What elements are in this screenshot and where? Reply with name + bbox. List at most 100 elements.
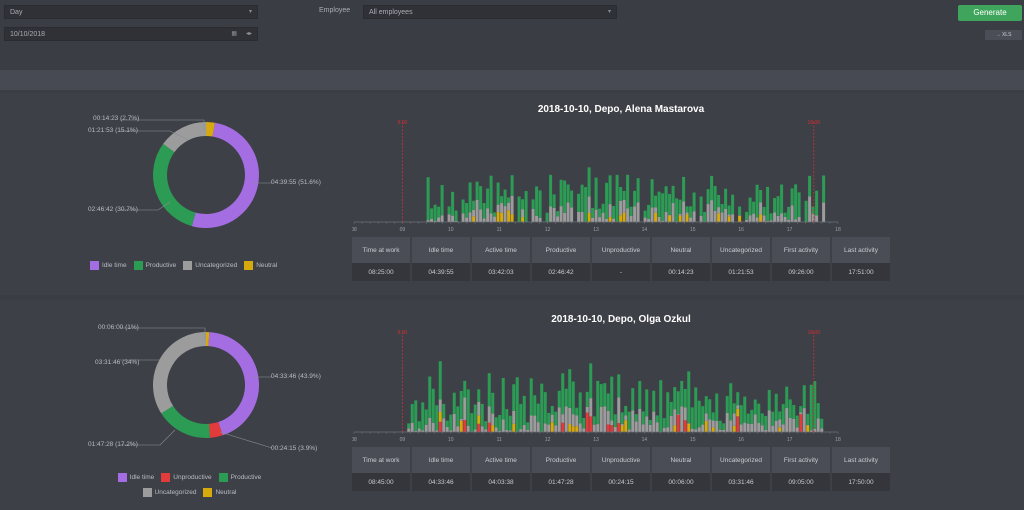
activity-bar [526, 429, 530, 432]
prev-next-icon[interactable]: ◂▸ [245, 31, 252, 37]
legend-swatch [244, 261, 254, 270]
activity-bar [571, 426, 575, 432]
activity-bar [692, 211, 696, 222]
activity-bar [554, 411, 558, 426]
activity-bar [491, 425, 495, 432]
stats-header-cell: Unproductive [592, 447, 650, 473]
activity-bar [727, 214, 731, 217]
activity-bar [606, 424, 610, 432]
activity-bar [440, 215, 444, 222]
activity-bar [561, 422, 565, 432]
activity-bar [718, 420, 722, 430]
legend-swatch [218, 472, 228, 482]
activity-bar [449, 414, 453, 431]
activity-bar [673, 425, 677, 432]
activity-bar [608, 175, 612, 205]
stats-value-cell: 04:03:38 [472, 473, 530, 491]
activity-bar [683, 420, 687, 432]
activity-bar [521, 217, 525, 222]
activity-bar [571, 381, 575, 415]
stats-header-cell: First activity [772, 237, 830, 263]
donut-segment-neutral [205, 122, 215, 137]
activity-bar [746, 423, 750, 432]
activity-bar [584, 187, 588, 222]
activity-bar [435, 430, 439, 432]
activity-bar [430, 218, 434, 222]
activity-bar [536, 403, 540, 423]
activity-bar [680, 380, 684, 407]
activity-bar [624, 405, 628, 416]
activity-bar [601, 203, 605, 213]
activity-bar [682, 201, 686, 222]
activity-bar [788, 417, 792, 432]
activity-bar [654, 212, 658, 222]
activity-bar [745, 219, 749, 222]
activity-bar [722, 423, 726, 430]
date-input[interactable]: 10/10/2018 ▦ ◂▸ [4, 27, 258, 41]
donut-legend: Idle time Productive Uncategorized Neutral [90, 261, 284, 270]
activity-bar [578, 392, 582, 424]
activity-bar [701, 406, 705, 425]
activity-bar [529, 415, 533, 432]
activity-bar [717, 207, 721, 214]
activity-bar [487, 373, 491, 407]
activity-bar [781, 404, 785, 425]
activity-bar [662, 427, 666, 432]
activity-bar [736, 392, 740, 406]
activity-bar [773, 197, 777, 213]
activity-bar [463, 380, 467, 398]
activity-bar [512, 384, 516, 411]
activity-bar [557, 407, 561, 432]
activity-bar [507, 210, 511, 222]
activity-bar [736, 408, 740, 417]
period-select[interactable]: Day ▾ [4, 5, 258, 19]
activity-bar [486, 188, 490, 209]
activity-bar [598, 217, 602, 222]
activity-bar [676, 414, 680, 415]
activity-bar [727, 216, 731, 222]
activity-bar [465, 203, 469, 218]
activity-bar [746, 413, 750, 424]
activity-bar [722, 429, 726, 432]
activity-bar [652, 411, 656, 432]
donut-label: 04:39:55 (51.6%) [271, 179, 321, 186]
activity-bar [724, 188, 728, 209]
activity-bar [610, 420, 614, 426]
activity-bar [489, 213, 493, 222]
activity-bar [633, 206, 637, 222]
date-value: 10/10/2018 [10, 31, 46, 38]
activity-bar [699, 196, 703, 216]
activity-bar [571, 414, 575, 427]
activity-bar [445, 420, 449, 427]
legend-label: Productive [145, 262, 177, 270]
activity-bar [426, 220, 430, 222]
activity-bar [501, 377, 505, 420]
activity-bar [531, 209, 535, 222]
activity-bar [757, 423, 761, 432]
activity-bar [424, 424, 428, 432]
calendar-icon[interactable]: ▦ [231, 31, 237, 37]
activity-bar [587, 212, 591, 222]
activity-bar [804, 200, 808, 222]
employee-select[interactable]: All employees ▾ [363, 5, 617, 19]
activity-bar [685, 214, 689, 222]
stats-header-cell: Unproductive [592, 237, 650, 263]
activity-bar [680, 406, 684, 432]
activity-bar [498, 431, 502, 432]
work-marker-label: 18:00 [808, 120, 821, 126]
activity-bar [760, 413, 764, 426]
activity-bar [661, 193, 665, 221]
legend-item: Idle time [117, 471, 154, 485]
activity-bar [787, 219, 791, 222]
generate-button[interactable]: Generate [958, 5, 1022, 21]
activity-bar [650, 179, 654, 208]
activity-bar [442, 418, 446, 432]
legend-item: Neutral [203, 486, 236, 500]
export-xls-button[interactable]: → XLS [985, 30, 1022, 40]
activity-bar [675, 198, 679, 222]
activity-bar [538, 217, 542, 222]
activity-bar [468, 182, 472, 213]
activity-bar [407, 428, 411, 432]
leader-line [120, 327, 206, 340]
activity-bar [559, 179, 563, 207]
